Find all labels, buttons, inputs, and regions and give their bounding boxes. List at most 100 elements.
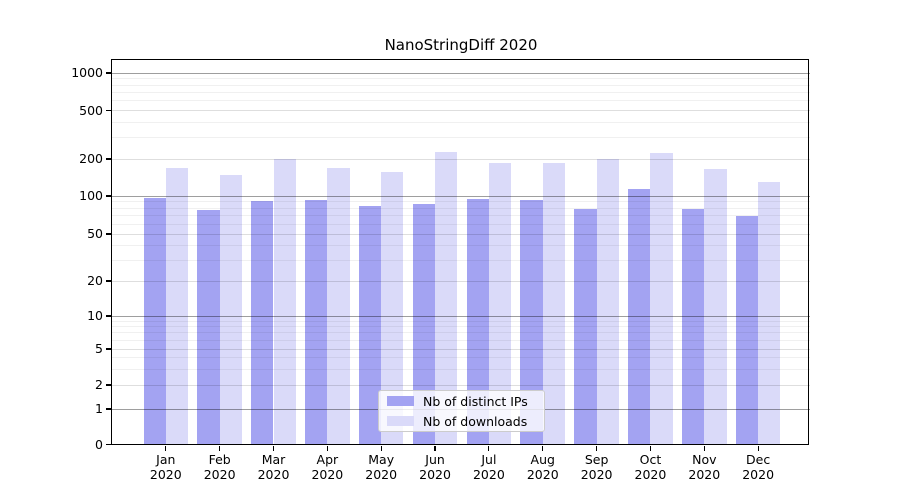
x-tick-mark [380,445,382,451]
legend-label-downloads: Nb of downloads [423,413,528,429]
y-tick-mark [106,315,112,317]
gridline-mid [112,280,810,282]
gridline-minor [112,84,810,86]
x-tick-mark [703,445,705,451]
bar-downloads [596,158,619,445]
bar-downloads [381,171,404,445]
y-tick-label: 0 [95,436,103,452]
gridline-minor [112,357,810,359]
gridline-minor [112,215,810,217]
bar-downloads [327,167,350,445]
y-tick-label: 200 [79,151,103,166]
legend: Nb of distinct IPs Nb of downloads [378,390,545,432]
bar-distinct-ips [305,199,328,445]
x-tick-mark [434,445,436,451]
bar-downloads [758,181,781,445]
y-tick-mark [106,408,112,410]
gridline-major [112,72,810,74]
x-tick-mark [219,445,221,451]
bar-distinct-ips [358,205,382,445]
y-tick-mark [106,72,112,74]
y-tick-label: 10 [87,308,103,323]
bar-downloads [542,162,566,445]
bar-distinct-ips [466,198,489,445]
y-tick-label: 50 [87,226,103,241]
x-tick-mark [165,445,167,451]
gridline-minor [112,121,810,123]
gridline-minor [112,201,810,203]
x-tick-mark [757,445,759,451]
y-tick-mark [106,348,112,350]
x-tick-label: Sep 2020 [580,452,613,482]
gridline-minor [112,91,810,93]
x-tick-label: Feb 2020 [203,452,236,482]
x-tick-mark [272,445,275,451]
x-tick-label: Mar 2020 [257,452,290,482]
y-tick-mark [106,233,112,235]
x-tick-label: Nov 2020 [688,452,721,482]
legend-swatch-downloads [387,416,414,426]
x-tick-label: Jun 2020 [419,452,451,482]
y-tick-mark [106,195,112,197]
bar-distinct-ips [628,189,651,445]
gridline-minor [112,368,810,370]
gridline-minor [112,332,810,334]
bar-distinct-ips [251,200,274,445]
bar-downloads [219,175,242,445]
bar-distinct-ips [197,210,220,445]
gridline-major [112,195,810,197]
bar-downloads [165,167,189,445]
gridline-mid [112,110,810,111]
x-tick-label: Aug 2020 [526,452,559,482]
gridline-minor [112,100,810,102]
legend-item-downloads: Nb of downloads [387,414,536,429]
x-tick-label: Apr 2020 [311,452,344,482]
y-tick-mark [106,444,112,446]
gridline-major [112,315,810,317]
bar-distinct-ips [735,215,759,445]
gridline-minor [112,78,810,80]
x-tick-mark [542,445,544,451]
bar-distinct-ips [143,197,166,445]
y-tick-mark [106,384,112,386]
gridline-minor [112,137,810,139]
y-tick-label: 1 [95,401,103,416]
y-tick-mark [106,280,112,282]
y-tick-label: 1000 [71,65,103,80]
gridline-mid [112,233,810,235]
x-tick-mark [488,445,490,451]
x-tick-label: Dec 2020 [742,452,775,482]
gridline-minor [112,207,810,209]
legend-item-distinct-ips: Nb of distinct IPs [387,394,536,409]
x-tick-label: Oct 2020 [634,452,667,482]
y-tick-label: 500 [79,102,103,118]
bar-downloads [488,162,512,445]
gridline-minor [112,259,810,261]
gridline-mid [112,158,810,160]
x-tick-label: May 2020 [365,452,398,482]
bar-downloads [650,153,673,445]
chart-title: NanoStringDiff 2020 [384,36,538,54]
y-tick-label: 100 [79,188,103,203]
gridline-minor [112,223,810,225]
y-tick-label: 2 [95,377,103,392]
bar-distinct-ips [520,199,543,445]
gridline-minor [112,339,810,341]
bar-downloads [273,159,296,445]
x-tick-label: Jul 2020 [472,452,505,482]
x-tick-mark [596,445,598,451]
y-tick-label: 20 [87,273,103,288]
bar-distinct-ips [682,208,705,445]
gridline-minor [112,326,810,328]
x-tick-mark [326,445,328,451]
gridline-mid [112,348,810,350]
gridline-minor [112,244,810,246]
legend-swatch-distinct-ips [387,396,414,406]
gridline-mid [112,384,810,386]
bar-downloads [435,151,458,445]
y-tick-mark [106,158,112,160]
